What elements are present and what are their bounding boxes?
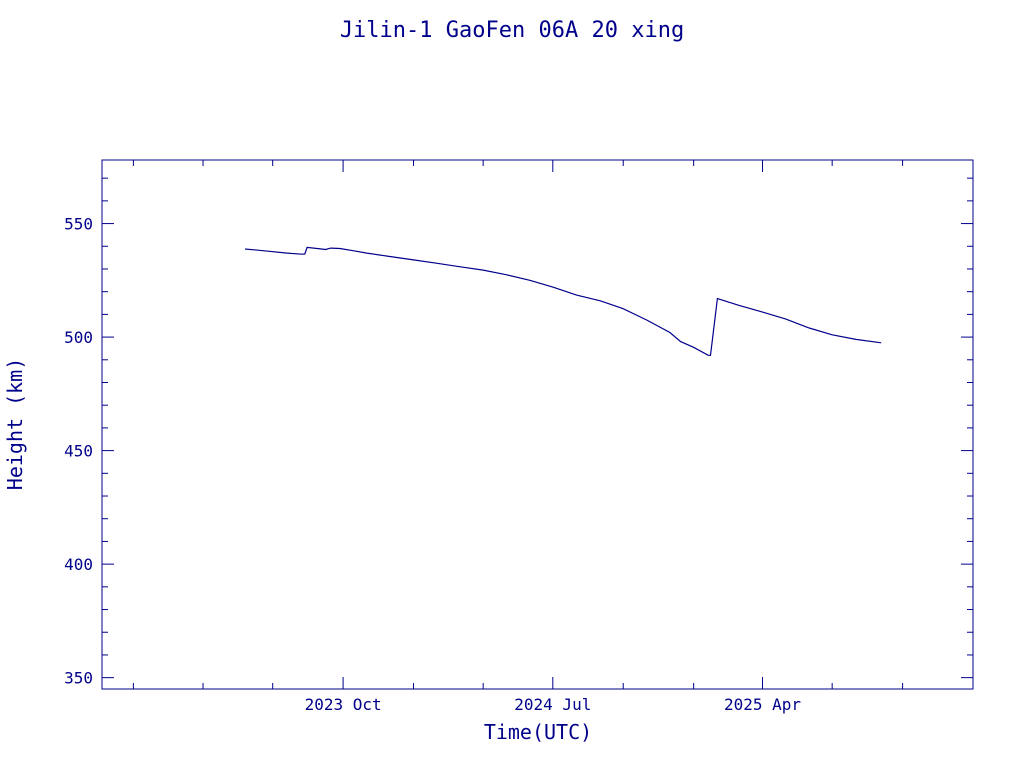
x-axis: 2023 Oct 2024 Jul 2025 Apr [132,160,904,714]
height-series-line [245,246,882,356]
y-tick-label: 350 [64,669,93,688]
y-axis-label: Height (km) [3,358,27,490]
plot-frame [101,159,974,690]
y-tick-label: 400 [64,555,93,574]
x-tick-label: 2024 Jul [514,695,591,714]
series-layer [245,246,882,356]
y-tick-label: 550 [64,215,93,234]
x-tick-label: 2025 Apr [724,695,801,714]
chart-title: Jilin-1 GaoFen 06A 20 xing [340,18,684,43]
y-tick-label: 450 [64,442,93,461]
x-tick-label: 2023 Oct [305,695,382,714]
y-tick-label: 500 [64,328,93,347]
x-axis-label: Time(UTC) [484,720,592,744]
y-axis: 350 400 450 500 550 [64,177,973,688]
